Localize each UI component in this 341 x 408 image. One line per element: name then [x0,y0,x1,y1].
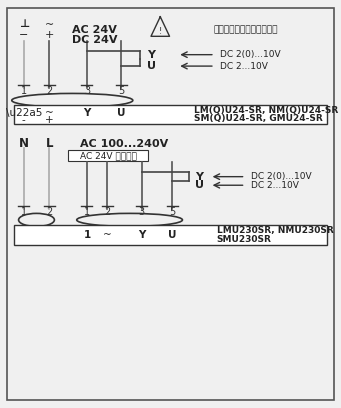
Text: 3: 3 [138,207,145,217]
Text: DC 2(0)...10V: DC 2(0)...10V [251,172,311,181]
Text: U: U [168,230,176,240]
Text: 5: 5 [169,207,175,217]
Text: LMU230SR, NMU230SR: LMU230SR, NMU230SR [217,226,333,235]
Text: Y: Y [195,172,203,182]
Text: 5: 5 [118,86,124,95]
Text: N: N [19,137,29,150]
Text: AC 100...240V: AC 100...240V [80,139,168,149]
Text: LM(Q)U24-SR, NM(Q)U24-SR: LM(Q)U24-SR, NM(Q)U24-SR [194,106,339,115]
Text: U: U [117,108,125,118]
Text: ~: ~ [45,20,54,29]
Text: Y: Y [147,50,154,60]
Text: ⊥: ⊥ [19,20,29,29]
Text: DC 2(0)...10V: DC 2(0)...10V [220,50,281,59]
Text: 通过安全隔离的变压器连接: 通过安全隔离的变压器连接 [213,25,278,34]
FancyBboxPatch shape [68,150,148,161]
Text: 1: 1 [21,207,27,217]
Text: DC 24V: DC 24V [72,35,117,45]
Text: 1: 1 [84,207,90,217]
Text: ~: ~ [103,230,112,240]
Text: +: + [45,30,54,40]
Text: ~: ~ [45,108,54,118]
Text: \u22a5: \u22a5 [6,108,42,118]
Text: 1: 1 [83,230,91,240]
Text: DC 2...10V: DC 2...10V [220,62,268,71]
FancyBboxPatch shape [14,105,327,124]
Text: +: + [45,115,54,125]
Text: 3: 3 [84,86,90,95]
Text: AC 24V 电源输出: AC 24V 电源输出 [80,151,136,160]
Text: SMU230SR: SMU230SR [217,235,271,244]
Text: U: U [195,180,204,190]
Text: 1: 1 [21,86,27,95]
Text: L: L [46,137,53,150]
FancyBboxPatch shape [14,225,327,245]
Text: !: ! [159,27,162,36]
Text: AC 24V: AC 24V [72,25,117,35]
Text: 2: 2 [46,207,53,217]
Text: -: - [22,115,26,125]
Text: SM(Q)U24-SR, GMU24-SR: SM(Q)U24-SR, GMU24-SR [194,114,323,123]
Text: 2: 2 [46,86,53,95]
Text: U: U [147,61,155,71]
FancyBboxPatch shape [7,8,334,400]
Text: −: − [19,30,29,40]
Text: DC 2...10V: DC 2...10V [251,181,298,190]
Text: Y: Y [83,108,91,118]
Text: Y: Y [138,230,145,240]
Text: 2: 2 [104,207,110,217]
